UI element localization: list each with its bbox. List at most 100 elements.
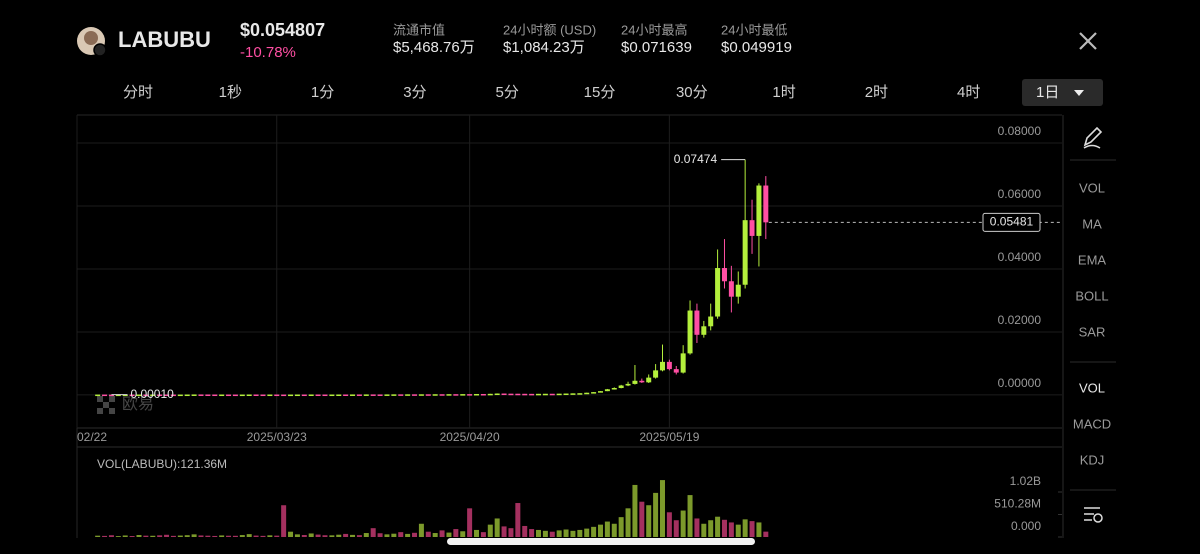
chart-settings[interactable] [1084,507,1103,523]
volume-bar [749,521,755,537]
indicator-option[interactable]: VOL [1079,380,1105,395]
candle-body [439,394,445,396]
candle-body [570,393,576,395]
timeframe-tab[interactable]: 2时 [865,84,888,101]
indicator-option[interactable]: EMA [1078,252,1107,267]
indicator-option[interactable]: BOLL [1075,288,1108,303]
timeframe-tab[interactable]: 30分 [676,84,708,101]
candle-body [728,281,734,297]
volume-bar [625,508,631,537]
volume-bar [494,518,500,537]
candle-body [115,394,121,397]
timeframe-tab[interactable]: 15分 [584,84,616,101]
volume-bar [384,534,390,537]
candle-body [95,394,101,397]
candle-body [322,394,328,397]
timeframe-tab[interactable]: 1分 [311,84,334,101]
candle-body [749,220,755,236]
volume-bar [570,530,576,537]
watermark-logo [97,408,103,414]
timeframe-tab[interactable]: 5分 [496,84,519,101]
candle-body [618,385,624,389]
volume-bar [122,535,128,537]
settings-icon[interactable] [1093,513,1103,523]
volume-bar [322,535,328,537]
volume-bar [556,530,562,537]
candle-body [157,394,163,396]
volume-bar [618,517,624,537]
volume-bar [212,535,218,537]
indicator-option[interactable]: MA [1082,216,1102,231]
candle-body [102,394,108,397]
candle-body [715,268,721,317]
stat-value: $0.049919 [721,39,792,56]
candle-body [294,394,300,397]
candle-body [577,393,583,395]
candle-body [708,316,714,327]
candle-body [556,393,562,396]
pen-icon[interactable] [1083,144,1101,149]
timeframe-selected[interactable] [1022,79,1103,106]
timeframe-tab[interactable]: 1秒 [219,84,242,101]
candle-body [549,393,555,396]
close-icon[interactable] [1079,32,1097,50]
volume-bar [501,526,507,537]
volume-bar [412,532,418,537]
timeframe-tab[interactable]: 分时 [123,84,153,101]
volume-bar [687,495,693,537]
volume-bar [487,524,493,537]
candle-body [756,185,762,236]
volume-bar [584,528,590,537]
indicator-option[interactable]: MACD [1073,416,1111,431]
volume-bar [432,533,438,537]
y-tick-label: 0.00000 [998,376,1042,390]
dropdown-arrow[interactable] [1074,90,1084,96]
candle-body [191,394,197,396]
watermark-logo [109,396,115,402]
last-price-box [982,212,1041,232]
timeframe-tab[interactable]: 3分 [403,84,426,101]
candle-body [212,394,218,397]
candle-body [219,394,225,397]
pen-icon[interactable] [1083,126,1103,147]
volume-title: VOL(LABUBU):121.36M [97,457,227,471]
indicator-option[interactable]: VOL [1079,180,1105,195]
indicator-option[interactable]: SAR [1079,324,1106,339]
volume-bar [735,524,741,537]
volume-bar [536,529,542,537]
candle-body [288,394,294,397]
volume-bar [150,535,156,537]
volume-bar [377,533,383,537]
timeframe-tab[interactable]: 1日 [1036,84,1059,101]
volume-bar [708,520,714,537]
volume-bar [191,534,197,537]
indicator-option[interactable]: KDJ [1080,452,1105,467]
volume-bar [157,535,163,537]
candle-body [184,394,190,397]
candle-body [336,394,342,396]
candle-body [350,394,356,396]
close-button[interactable] [1079,32,1097,50]
watermark-logo [109,408,115,414]
stat-value: $0.071639 [621,39,692,56]
volume-bar [673,520,679,537]
volume-bar [226,535,232,537]
candle-body [274,394,280,397]
volume-bar [563,529,569,537]
candle-body [370,394,376,396]
volume-bar [480,532,486,537]
volume-bar [129,536,135,537]
timeframe-tab[interactable]: 1时 [772,84,795,101]
volume-bar [425,531,431,537]
candle-body [597,391,603,393]
candle-body [315,394,321,396]
candle-body [542,393,548,396]
volume-bar [356,535,362,537]
draw-tool[interactable] [1083,126,1103,149]
timeframe-tab[interactable]: 4时 [957,84,980,101]
volume-bar [95,535,101,537]
watermark: 欧易 [97,395,154,414]
volume-bar [115,536,121,537]
candle-body [129,394,135,397]
